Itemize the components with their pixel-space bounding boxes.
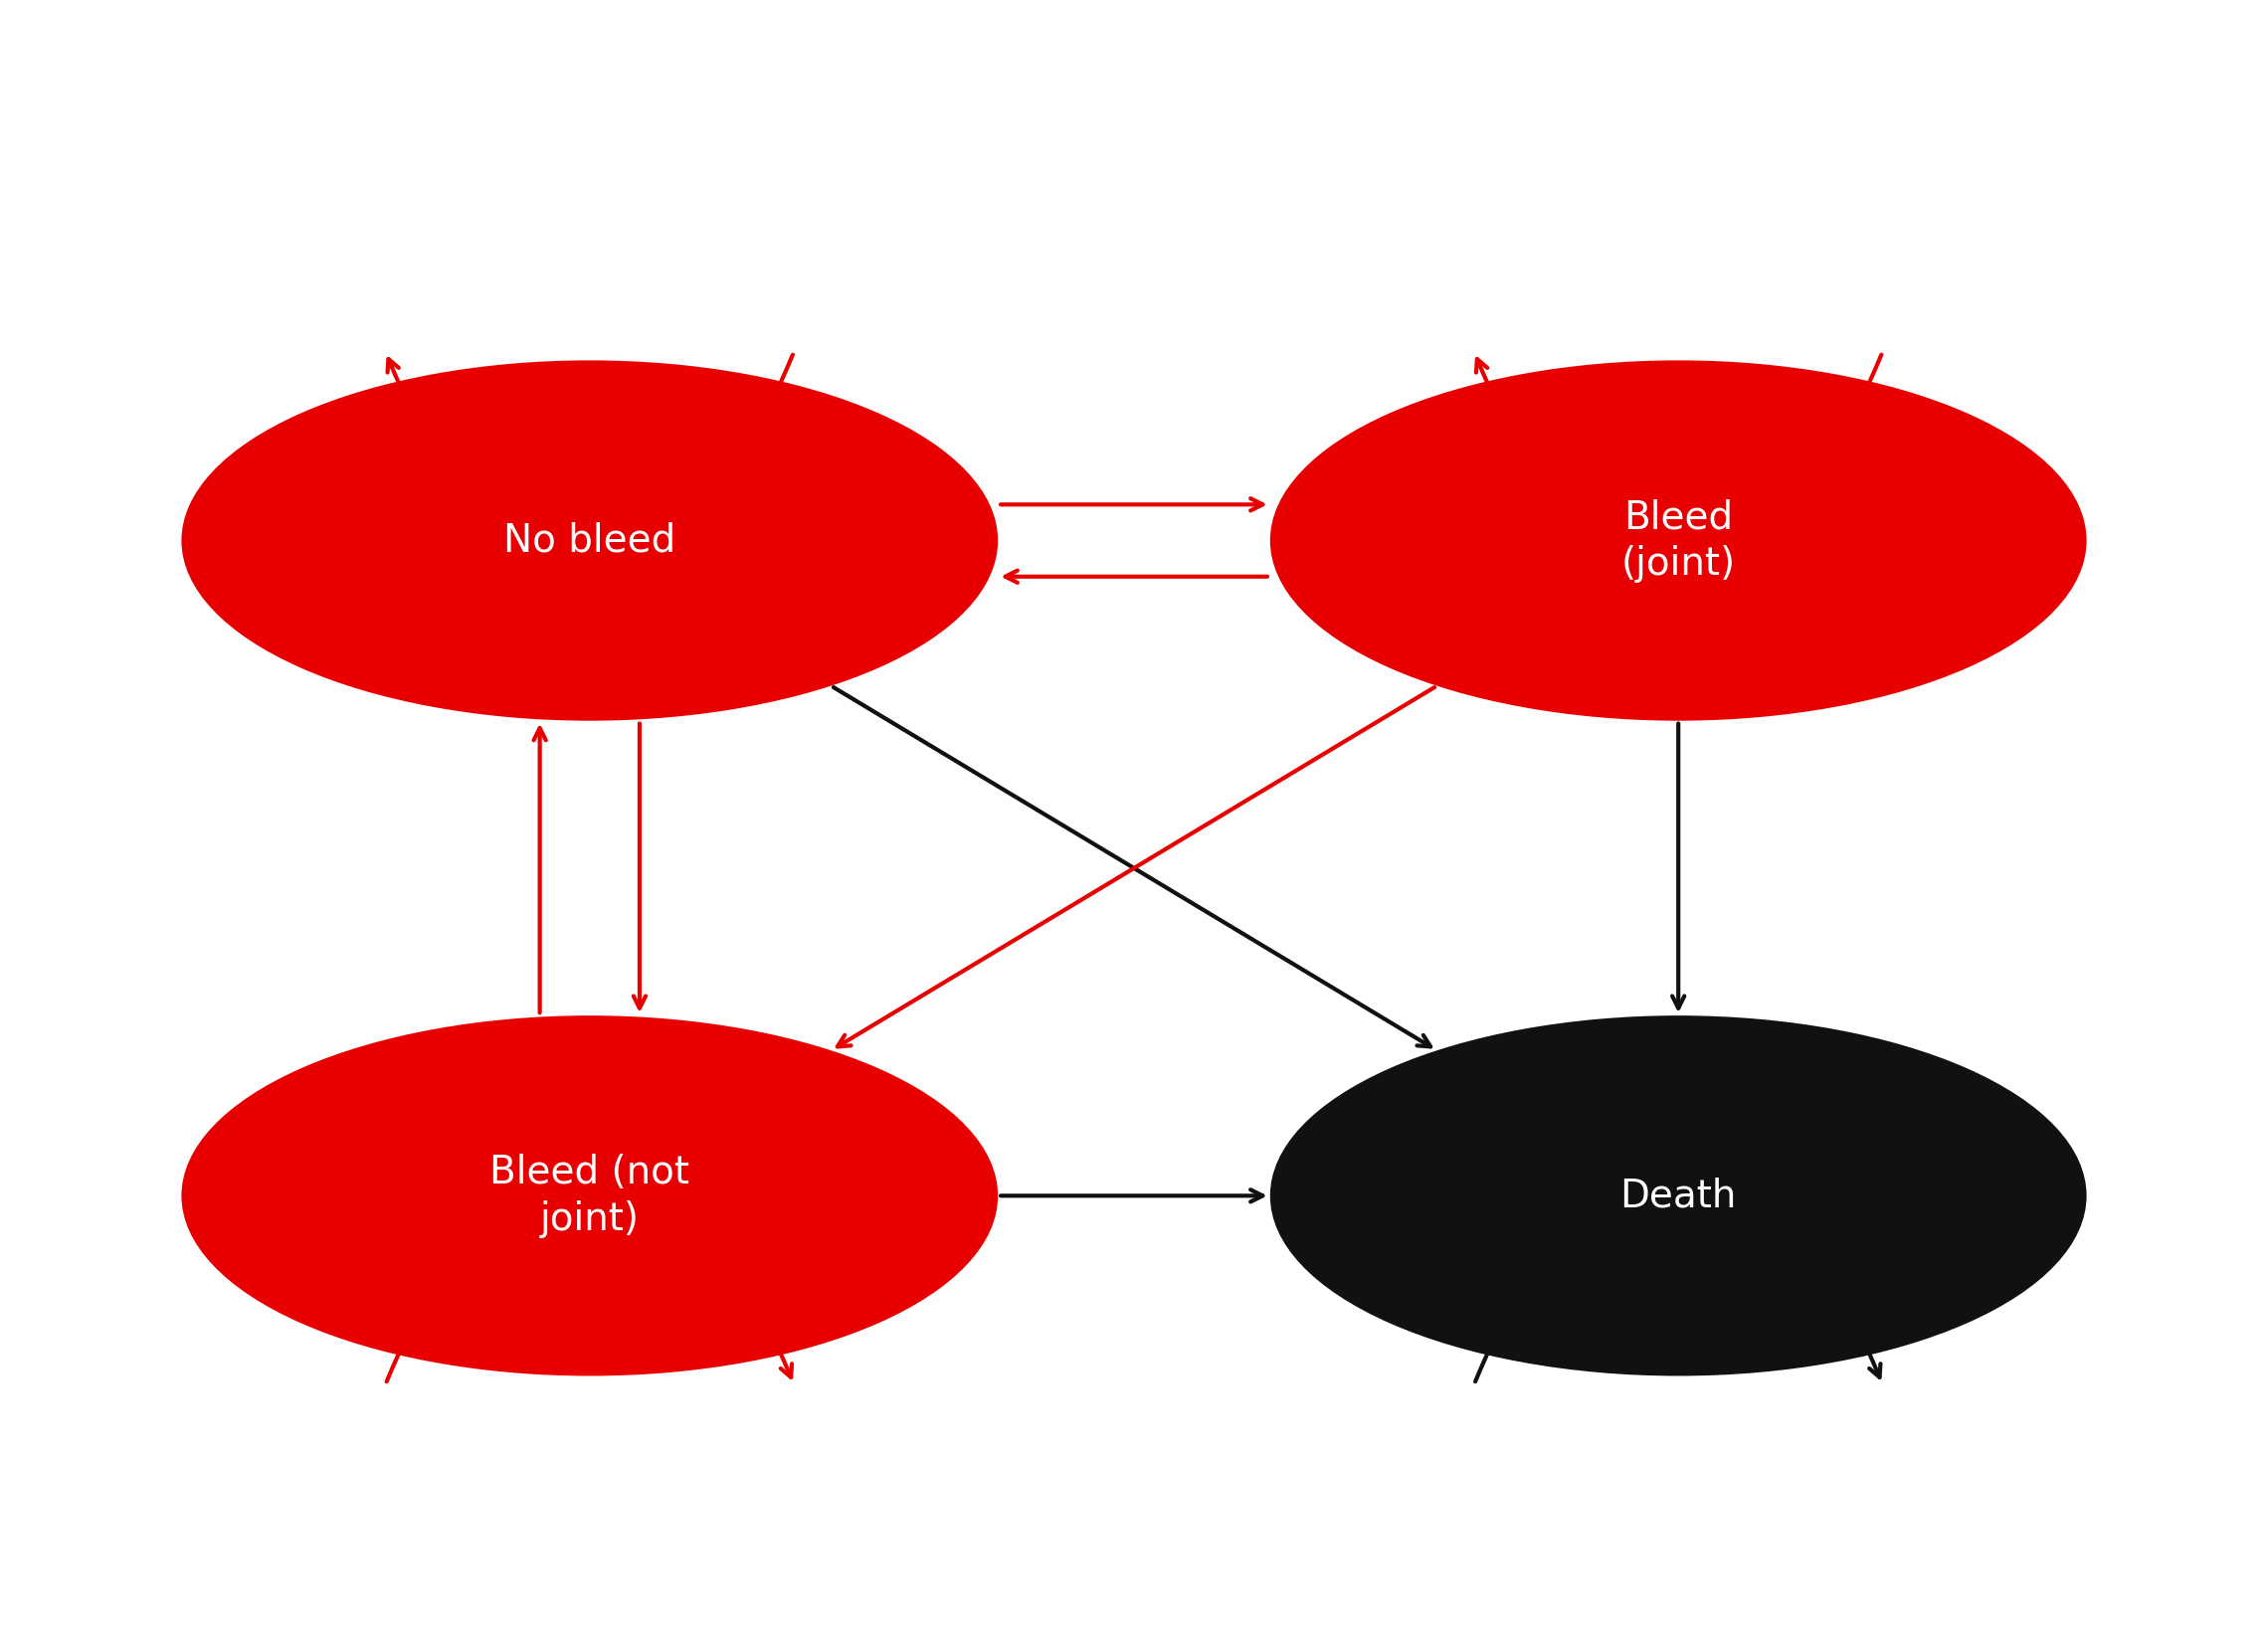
Ellipse shape [1270,360,2087,721]
Text: Bleed
(joint): Bleed (joint) [1622,498,1735,583]
Ellipse shape [181,360,998,721]
Text: Death: Death [1619,1176,1737,1215]
Text: No bleed: No bleed [503,521,676,560]
Text: Bleed (not
joint): Bleed (not joint) [490,1153,689,1238]
Ellipse shape [181,1016,998,1376]
Ellipse shape [1270,1016,2087,1376]
